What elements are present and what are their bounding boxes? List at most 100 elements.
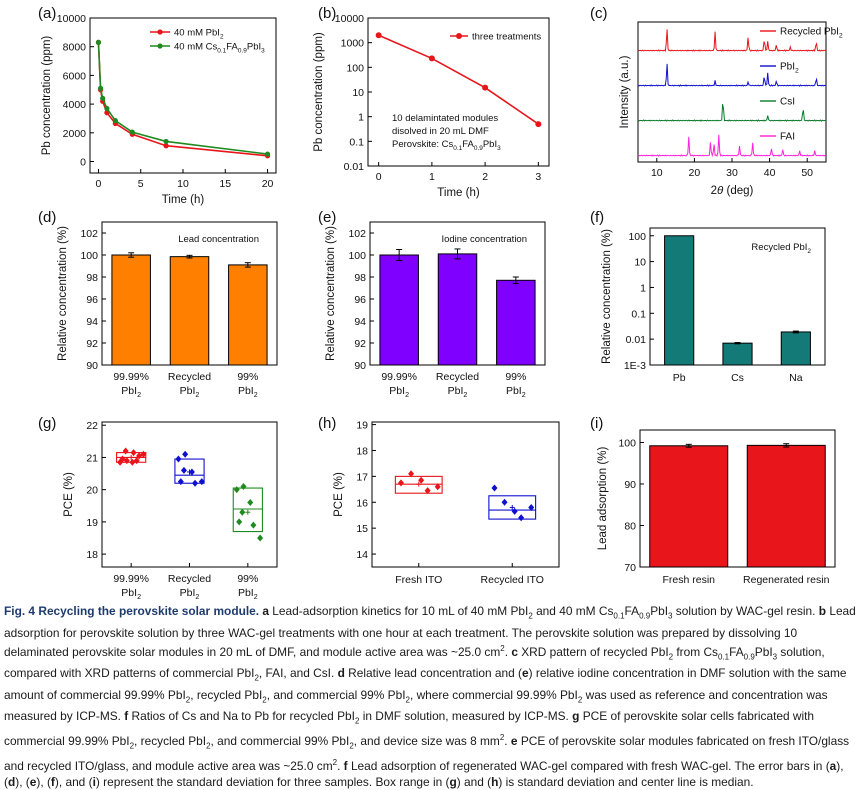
caption-part: e: [522, 666, 529, 681]
data-point: [122, 447, 129, 455]
x-tick-label: Fresh ITO: [395, 574, 442, 586]
box: [232, 487, 263, 533]
caption-part: g: [449, 774, 457, 789]
x-tick-label: 99.99%: [113, 371, 149, 383]
caption-part: PCE of perovskite solar modules fabricat…: [4, 734, 850, 773]
data-point: [233, 486, 240, 494]
panel-title: Recycled PbI2: [751, 242, 811, 255]
x-tick-label: PbI2: [121, 385, 141, 399]
y-tick-label: 0: [80, 157, 86, 169]
y-tick-label: 98: [86, 272, 98, 284]
caption-label: Fig. 4 Recycling the perovskite solar mo…: [4, 604, 260, 618]
y-tick-label: 4000: [63, 99, 87, 111]
panel-f: 100 10 1 0.1 0.01 1E-3 Pb Cs Na Relative concentr…: [590, 209, 826, 384]
y-tick-label: 10: [634, 257, 646, 269]
y-tick-label: 96: [354, 294, 366, 306]
text-span: 2: [254, 391, 258, 399]
panel-title: Iodine concentration: [441, 234, 527, 245]
caption-part: and 40 mM Cs: [532, 604, 614, 618]
data-point: [424, 487, 431, 495]
y-axis-label: Relative concentration (%): [325, 226, 337, 361]
x-axis-label: Time (h): [162, 194, 205, 206]
x-tick-label: Regenerated resin: [743, 574, 830, 586]
text-span: FA: [226, 42, 238, 53]
y-tick-label: 1E-3: [624, 360, 646, 372]
caption-part: ) represent the standard deviation for t…: [95, 774, 450, 789]
x-tick-label: 10: [177, 178, 189, 190]
x-tick-label: Recycled: [168, 371, 211, 383]
y-tick-label: 20: [86, 485, 98, 497]
caption-part: 2: [332, 757, 338, 767]
caption-part: Relative lead concentration and (: [344, 666, 522, 681]
x-tick-label: Pb: [673, 372, 686, 384]
x-tick-label: 0: [376, 171, 382, 183]
x-tick-label: 10: [651, 167, 663, 179]
x-tick-label: Recycled: [168, 573, 211, 585]
y-tick-label: 100: [628, 231, 646, 243]
caption-part: a: [262, 604, 269, 618]
data-point: [119, 455, 126, 463]
caption-part: 2: [499, 733, 505, 743]
panel-label: (e): [318, 209, 336, 226]
y-tick-label: 100: [348, 250, 366, 262]
text-span: 40 mM Cs: [174, 42, 218, 53]
x-tick-label: Recycled: [436, 371, 479, 383]
text-span: 2: [839, 33, 843, 40]
x-tick-label: Na: [789, 372, 803, 384]
x-tick-label: Fresh resin: [662, 574, 715, 586]
caption-part: 2: [185, 695, 191, 705]
x-tick-label: 3: [535, 171, 541, 183]
x-tick-label: 50: [801, 167, 813, 179]
data-point: [511, 507, 518, 515]
text-span: PbI: [180, 587, 196, 599]
x-tick-label: PbI2: [121, 587, 141, 600]
caption-part: from Cs: [673, 644, 718, 659]
x-tick-label: 99%: [505, 371, 526, 383]
data-point: [177, 478, 184, 486]
text-span: 2: [807, 248, 811, 255]
y-tick-label: 70: [624, 562, 636, 574]
caption-part: ), (: [15, 774, 30, 789]
bar: [228, 264, 268, 366]
caption-part: , and device size was 8 mm: [353, 734, 500, 749]
x-tick-label: PbI2: [180, 587, 200, 600]
caption-part: Lead adsorption for perovskite solution …: [4, 604, 856, 659]
y-tick-label: 90: [624, 479, 636, 491]
y-axis-label: Lead adsorption (%): [597, 447, 609, 551]
x-tick-label: 5: [138, 178, 144, 190]
legend-entry: PbI2: [780, 62, 799, 75]
panel-title: Lead concentration: [178, 234, 259, 245]
text-span: 2: [137, 391, 141, 399]
x-tick-label: PbI2: [180, 385, 200, 399]
text-span: 0.1: [453, 145, 462, 152]
box: [174, 458, 205, 484]
caption-part: .: [504, 734, 511, 749]
bar: [649, 445, 729, 568]
data-point: [257, 534, 264, 542]
caption-part: 2: [354, 716, 360, 726]
legend-entry: 40 mM Cs0.1FA0.9PbI3: [174, 42, 265, 55]
x-tick-label: 99%: [237, 573, 258, 585]
text-span: PbI: [448, 385, 464, 397]
text-span: 40 mM PbI: [174, 28, 220, 39]
bar: [664, 235, 695, 366]
y-tick-label: 102: [80, 228, 98, 240]
box: [488, 495, 537, 520]
text-span: PbI: [180, 385, 196, 397]
data-point: [198, 478, 205, 486]
y-tick-label: 19: [86, 517, 98, 529]
y-tick-label: 98: [354, 272, 366, 284]
y-tick-label: 0.01: [626, 334, 647, 346]
text-span: 2: [254, 593, 258, 600]
data-point: [136, 452, 143, 460]
caption-part: e: [29, 774, 37, 789]
caption-part: .: [504, 644, 512, 659]
caption-part: ) is standard deviation and center line …: [498, 774, 754, 789]
data-point: [375, 32, 382, 39]
data-point: [188, 468, 195, 476]
xrd-pattern: [637, 29, 827, 53]
bar: [437, 253, 478, 366]
caption-part: d: [7, 774, 16, 789]
data-point: [434, 483, 441, 491]
